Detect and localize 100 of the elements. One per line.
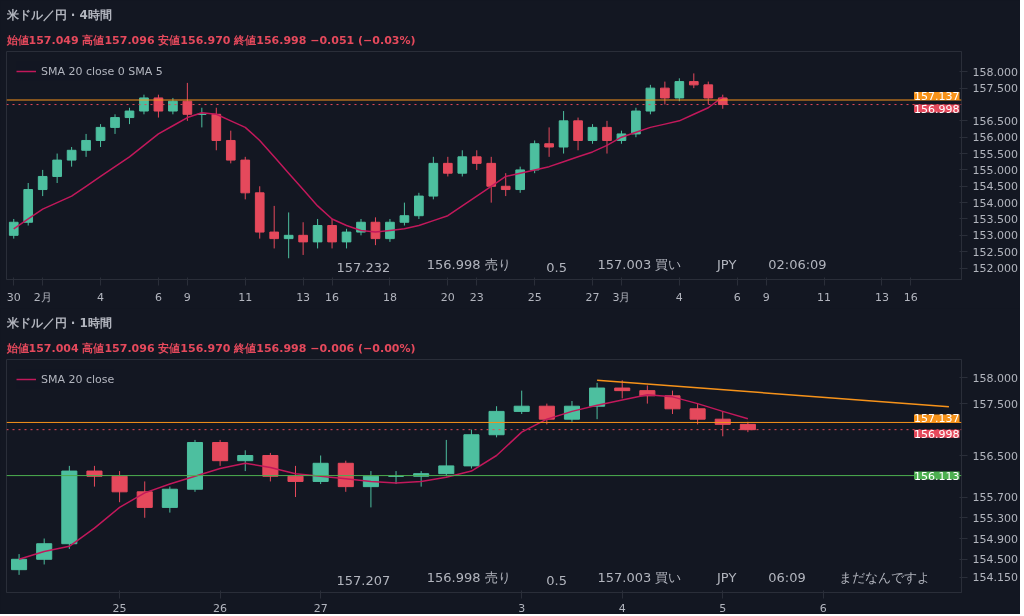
candlestick (312, 218, 323, 249)
chart-subtitle: 始値157.004 高値157.096 安値156.970 終値156.998 −0.006 (−0.00%) (5, 341, 416, 355)
annotation: 156.998 売り (426, 569, 511, 585)
candlestick (212, 439, 229, 467)
candlestick (81, 133, 91, 158)
x-tick-label: 16 (325, 290, 340, 304)
candlestick (703, 81, 714, 105)
candlestick (111, 470, 128, 503)
x-tick-label: 4 (618, 601, 626, 615)
x-tick-label: 3 (518, 601, 526, 615)
annotation: 157.003 買い (597, 256, 682, 272)
candlestick (660, 81, 670, 105)
chart-subtitle: 始値157.049 高値157.096 安値156.970 終値156.998 −0.051 (−0.03%) (5, 33, 416, 47)
candlestick (414, 192, 424, 220)
candlestick (513, 390, 530, 415)
candlestick (370, 216, 381, 246)
x-tick-label: 30 (6, 290, 21, 304)
candlestick (283, 211, 294, 259)
candlestick (11, 553, 28, 576)
x-tick-label: 26 (213, 601, 228, 615)
annotation: 157.232 (336, 259, 391, 275)
candlestick (312, 455, 329, 485)
candlestick (341, 228, 352, 249)
candlestick (471, 149, 482, 171)
x-tick-label: 27 (313, 601, 328, 615)
candlestick (110, 113, 120, 135)
x-tick-label: 9 (762, 290, 770, 304)
x-tick-label: 5 (719, 601, 727, 615)
candlestick (500, 172, 511, 197)
x-tick-label: 23 (469, 290, 484, 304)
y-tick-label: 157.500 (972, 397, 1018, 411)
candlestick (8, 218, 19, 240)
annotation: JPY (716, 256, 737, 272)
x-tick-label: 3月 (612, 290, 631, 304)
annotation: 157.003 買い (597, 569, 682, 585)
candlestick (589, 382, 606, 420)
candlestick (457, 149, 468, 177)
candlestick (66, 146, 77, 168)
candlestick (602, 120, 612, 155)
candlestick (327, 218, 337, 249)
y-tick-label: 154.000 (972, 196, 1018, 210)
candlestick (486, 156, 497, 204)
candlestick (488, 405, 505, 438)
candlestick (515, 166, 526, 194)
candlestick (95, 123, 106, 148)
candlestick (438, 439, 455, 477)
candlestick (37, 169, 48, 197)
ref-line-label: 157.137 (914, 412, 960, 426)
annotation: 156.998 売り (426, 256, 511, 272)
y-tick-label: 155.700 (972, 491, 1018, 505)
candlestick (399, 202, 410, 227)
candlestick (161, 486, 178, 514)
x-tick-label: 9 (183, 290, 191, 304)
candlestick (689, 403, 706, 425)
y-tick-label: 156.500 (972, 449, 1018, 463)
y-tick-label: 152.500 (972, 245, 1018, 259)
annotation: 02:06:09 (768, 256, 827, 272)
y-tick-label: 154.500 (972, 180, 1018, 194)
y-tick-label: 154.900 (972, 532, 1018, 546)
x-tick-label: 18 (382, 290, 397, 304)
ref-line-label: 156.113 (914, 469, 960, 483)
y-tick-label: 154.150 (972, 571, 1018, 585)
x-tick-label: 13 (874, 290, 889, 304)
candlestick (298, 221, 308, 256)
y-tick-label: 157.500 (972, 82, 1018, 96)
y-tick-label: 155.500 (972, 147, 1018, 161)
y-tick-label: 152.000 (972, 262, 1018, 276)
y-tick-label: 158.000 (972, 65, 1018, 79)
candlestick (388, 470, 405, 485)
annotation: 0.5 (546, 259, 567, 275)
candlestick (442, 156, 453, 177)
candlestick (237, 449, 254, 472)
candlestick (614, 379, 631, 399)
y-tick-label: 153.000 (972, 229, 1018, 243)
annotation: 0.5 (546, 572, 567, 588)
chart-title: 米ドル／円 · 4時間 (5, 7, 112, 22)
x-tick-label: 13 (296, 290, 311, 304)
candlestick (573, 117, 583, 151)
y-tick-label: 155.300 (972, 511, 1018, 525)
annotation: JPY (716, 569, 737, 585)
x-tick-label: 6 (154, 290, 162, 304)
candlestick (587, 123, 598, 145)
y-tick-label: 153.500 (972, 212, 1018, 226)
legend-label: SMA 20 close 0 SMA 5 (41, 64, 163, 78)
x-tick-label: 6 (733, 290, 741, 304)
candlestick (544, 126, 554, 158)
ref-line-label: 156.998 (914, 427, 960, 441)
chart-title: 米ドル／円 · 1時間 (5, 315, 112, 330)
y-tick-label: 156.500 (972, 114, 1018, 128)
x-tick-label: 6 (819, 601, 827, 615)
y-tick-label: 158.000 (972, 371, 1018, 385)
x-tick-label: 20 (440, 290, 455, 304)
x-tick-label: 16 (903, 290, 918, 304)
candlestick (538, 403, 555, 425)
x-tick-label: 25 (112, 601, 127, 615)
candlestick (225, 130, 236, 164)
y-tick-label: 155.000 (972, 163, 1018, 177)
x-tick-label: 25 (527, 290, 542, 304)
annotation: まだなんですよ (839, 569, 930, 585)
y-tick-label: 154.500 (972, 553, 1018, 567)
